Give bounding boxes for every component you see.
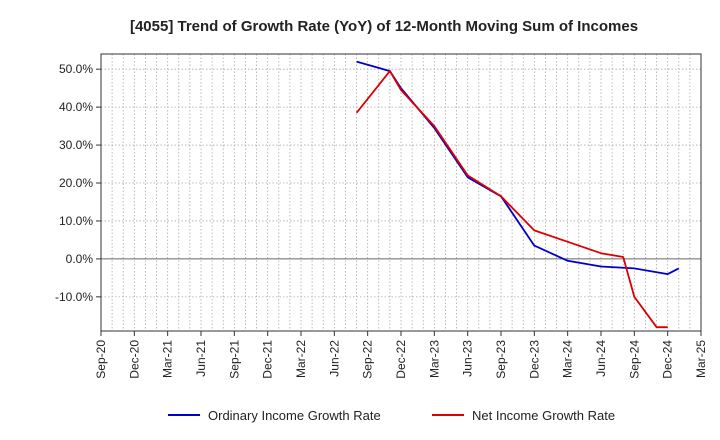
net-income-growth-line [355, 70, 668, 329]
legend-label: Ordinary Income Growth Rate [208, 408, 381, 423]
legend-label: Net Income Growth Rate [472, 408, 615, 423]
x-tick-label: Dec-22 [394, 340, 408, 379]
y-tick-label: 50.0% [59, 62, 93, 76]
y-tick-label: 0.0% [66, 252, 94, 266]
x-tick-label: Mar-22 [294, 340, 308, 378]
x-tick-label: Sep-21 [227, 340, 241, 379]
x-tick-label: Sep-23 [494, 340, 508, 379]
y-tick-label: -10.0% [55, 290, 93, 304]
y-tick-label: 30.0% [59, 138, 93, 152]
x-tick-label: Jun-22 [327, 340, 341, 377]
x-tick-label: Mar-25 [694, 340, 708, 378]
y-tick-label: 10.0% [59, 214, 93, 228]
x-axis-ticks: Sep-20 Dec-20 Mar-21 Jun-21 Sep-21 Dec-21 Mar-… [94, 331, 708, 379]
y-axis-ticks: 50.0% 40.0% 30.0% 20.0% 10.0% 0.0% -10.0% [55, 62, 101, 304]
x-tick-label: Jun-23 [461, 340, 475, 377]
x-tick-label: Sep-20 [94, 340, 108, 379]
grid [101, 54, 701, 331]
chart-title: [4055] Trend of Growth Rate (YoY) of 12-… [130, 18, 638, 35]
x-tick-label: Sep-22 [361, 340, 375, 379]
x-tick-label: Dec-20 [127, 340, 141, 379]
x-tick-label: Mar-24 [561, 340, 575, 378]
x-tick-label: Jun-24 [594, 340, 608, 377]
x-tick-label: Dec-24 [661, 340, 675, 379]
x-tick-label: Dec-21 [261, 340, 275, 379]
x-tick-label: Jun-21 [194, 340, 208, 377]
x-tick-label: Mar-23 [427, 340, 441, 378]
y-tick-label: 40.0% [59, 100, 93, 114]
legend: Ordinary Income Growth Rate Net Income Gr… [168, 408, 615, 423]
series-lines [355, 60, 680, 329]
x-tick-label: Dec-23 [527, 340, 541, 379]
x-tick-label: Sep-24 [627, 340, 641, 379]
y-tick-label: 20.0% [59, 176, 93, 190]
x-tick-label: Mar-21 [161, 340, 175, 378]
